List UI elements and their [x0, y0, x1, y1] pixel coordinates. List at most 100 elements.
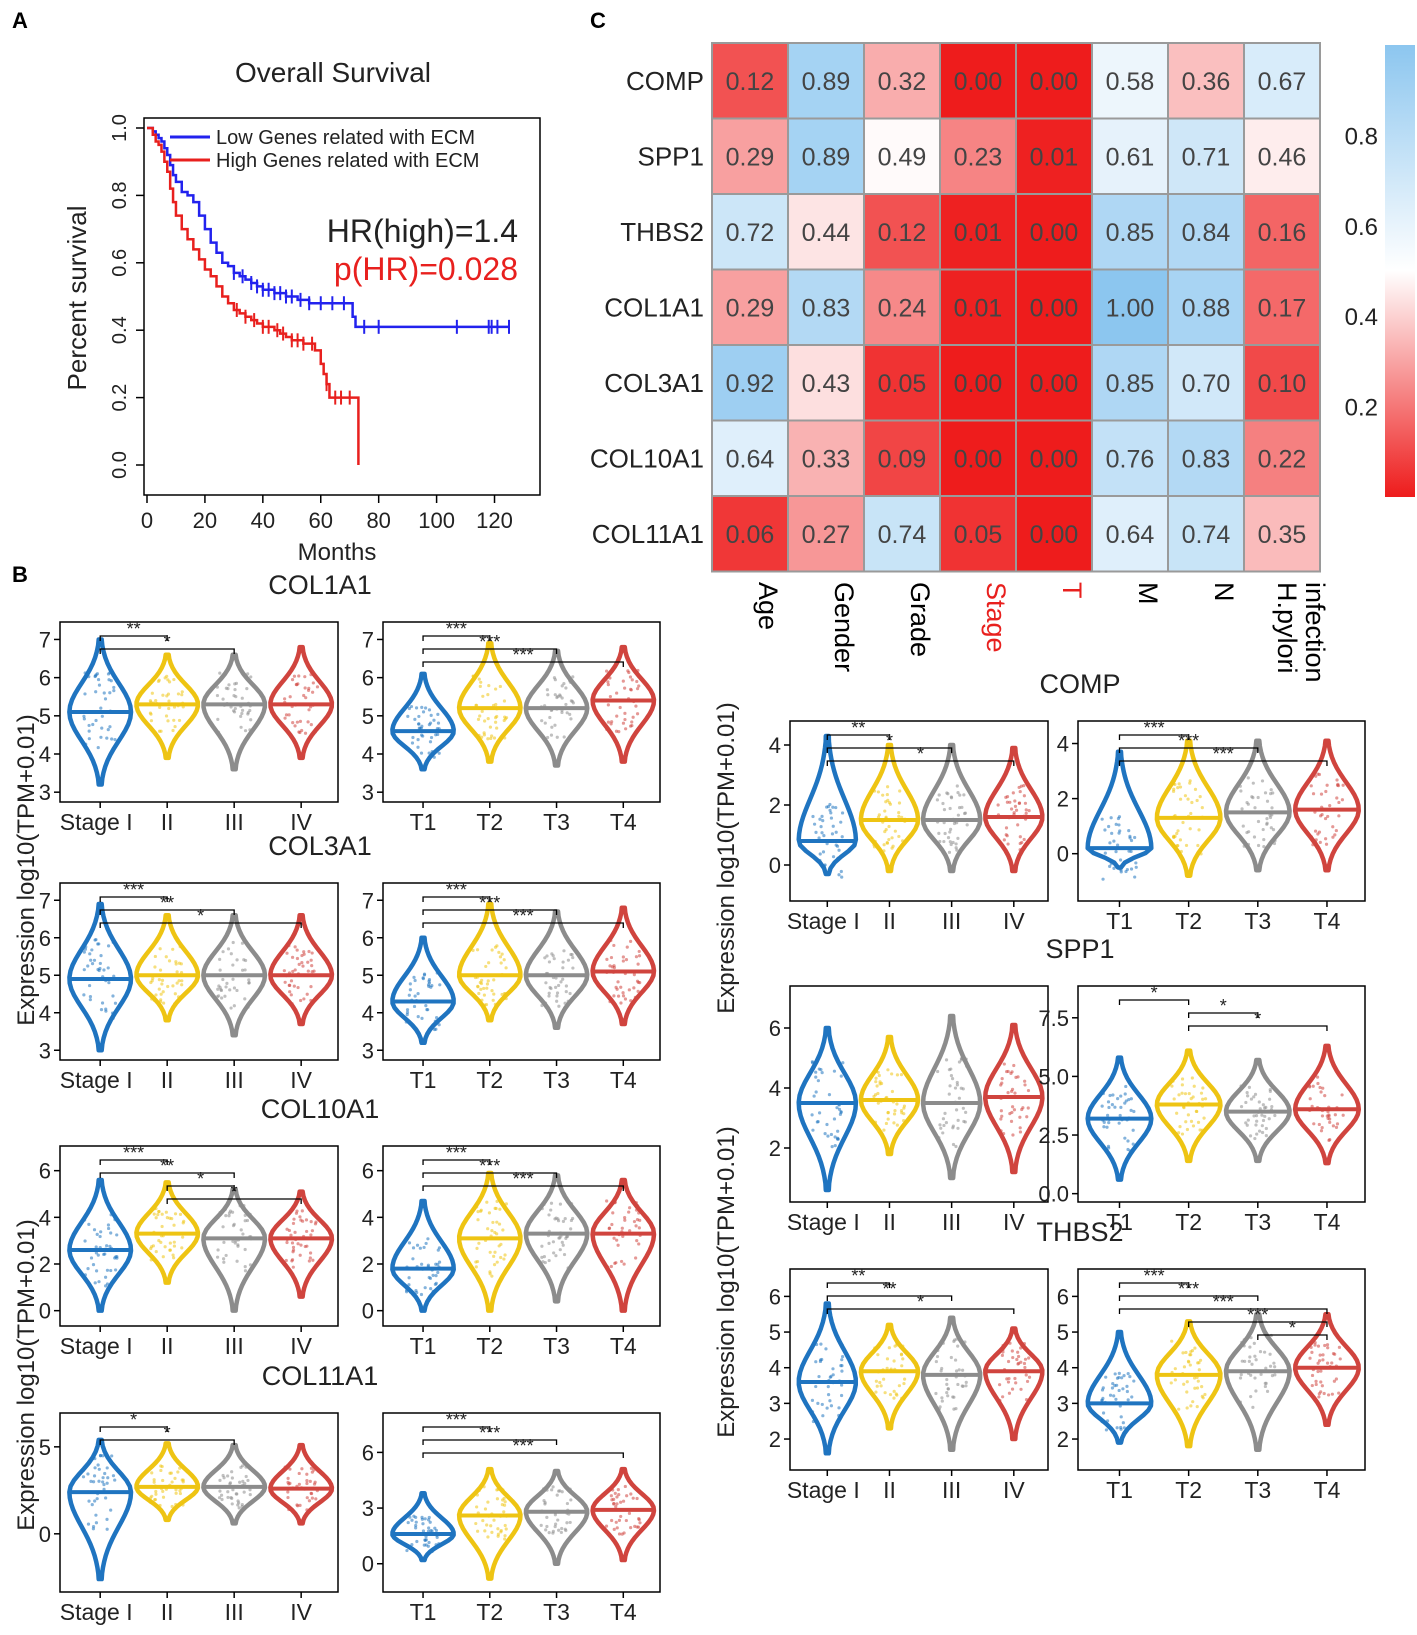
- violin-point: [161, 1489, 165, 1493]
- y-tick-label: 4: [769, 733, 781, 758]
- violin-point: [637, 949, 641, 954]
- violin-point: [175, 981, 179, 985]
- violin-point: [1203, 1392, 1207, 1397]
- violin-point: [1273, 1113, 1277, 1118]
- violin-point: [903, 1377, 907, 1381]
- violin-point: [216, 987, 220, 991]
- violin-point: [1238, 1376, 1243, 1380]
- violin-point: [819, 824, 823, 829]
- violin-point: [429, 1287, 433, 1291]
- violin-point: [163, 1245, 167, 1249]
- y-tick-label: 0.0: [1038, 1182, 1069, 1207]
- violin-point: [1197, 1361, 1201, 1365]
- violin-point: [637, 1517, 641, 1521]
- violin-point: [490, 1229, 494, 1233]
- heatmap-cell: [1167, 344, 1245, 422]
- violin-point: [631, 715, 635, 719]
- heatmap-cell-value: 0.49: [878, 143, 927, 171]
- heatmap-cell-value: 0.05: [878, 370, 927, 398]
- y-tick-label: 0: [39, 1522, 51, 1547]
- violin-point: [937, 793, 941, 797]
- violin-gene-title: COMP: [1040, 669, 1121, 699]
- violin-point: [964, 1380, 968, 1385]
- violin-point: [1176, 786, 1180, 790]
- heatmap-cell-value: 0.44: [802, 219, 851, 247]
- violin-point: [547, 1531, 551, 1535]
- violin-point: [149, 1246, 153, 1251]
- violin-point: [87, 737, 91, 741]
- violin-point: [99, 1230, 103, 1234]
- violin-point: [284, 1258, 288, 1263]
- x-tick-label: T2: [1175, 1477, 1202, 1503]
- violin-point: [1192, 1376, 1197, 1380]
- heatmap-cell-value: 0.89: [802, 143, 851, 171]
- violin-point: [416, 738, 420, 742]
- violin-point: [619, 1514, 623, 1519]
- violin-point: [831, 824, 835, 828]
- violin-point: [1254, 1123, 1258, 1127]
- significance-label: ***: [1144, 718, 1165, 738]
- significance-bracket: [826, 747, 953, 753]
- violin-point: [564, 702, 568, 707]
- violin-point: [1256, 843, 1261, 848]
- violin-point: [833, 1135, 837, 1139]
- violin-shape: [796, 1025, 859, 1193]
- violin-point: [104, 1275, 108, 1279]
- violin-point: [172, 1240, 176, 1244]
- violin-point: [101, 1454, 105, 1458]
- violin-point: [96, 1463, 100, 1467]
- violin-point: [294, 1211, 299, 1215]
- violin-point: [891, 844, 895, 848]
- violin-point: [282, 969, 286, 973]
- violin-point: [289, 979, 294, 983]
- violin-point: [427, 984, 431, 989]
- violin-point: [559, 980, 563, 984]
- violin-point: [1330, 1392, 1334, 1396]
- violin-point: [892, 1121, 896, 1125]
- violin-point: [956, 1118, 960, 1122]
- violin-point: [571, 701, 575, 705]
- violin-point: [1240, 1359, 1244, 1363]
- violin-gene-title: COL3A1: [268, 831, 372, 861]
- violin-point: [89, 1256, 94, 1260]
- violin-point: [568, 991, 572, 996]
- x-tick-label: II: [161, 1067, 174, 1093]
- violin-shape: [134, 1441, 201, 1523]
- significance-label: *: [130, 1410, 137, 1430]
- violin-point: [892, 1396, 896, 1400]
- violin-point: [157, 1209, 161, 1214]
- violin-point: [965, 823, 969, 827]
- violin-point: [614, 1504, 618, 1509]
- violin-point: [1128, 1374, 1132, 1379]
- violin-point: [553, 1513, 557, 1517]
- violin-point: [630, 678, 634, 682]
- violin-point: [475, 1259, 480, 1264]
- violin-point: [295, 956, 300, 961]
- x-tick-label: III: [225, 809, 244, 835]
- p-value-text: p(HR)=0.028: [334, 251, 518, 287]
- violin-point: [1011, 1355, 1015, 1360]
- violin-point: [159, 1468, 163, 1473]
- x-tick-label: T3: [543, 1333, 570, 1359]
- violin-point: [612, 943, 616, 948]
- violin-point: [612, 1502, 616, 1506]
- violin-point: [420, 1016, 424, 1020]
- violin-point: [239, 714, 243, 719]
- violin-point: [94, 1521, 99, 1525]
- x-tick-label: T4: [610, 1599, 637, 1625]
- y-tick-label: 2: [1057, 787, 1069, 812]
- violin-point: [159, 992, 163, 996]
- violin-point: [947, 850, 952, 854]
- violin-point: [81, 1475, 86, 1479]
- significance-label: **: [851, 1266, 865, 1286]
- violin-point: [240, 711, 244, 716]
- x-tick-label: III: [225, 1067, 244, 1093]
- violin-point: [874, 1390, 878, 1394]
- violin-point: [1248, 1355, 1252, 1359]
- violin-point: [425, 1008, 429, 1012]
- y-tick-label: 5: [39, 963, 51, 988]
- violin-point: [893, 829, 897, 833]
- significance-label: *: [1289, 1318, 1296, 1338]
- violin-point: [1195, 1386, 1200, 1390]
- violin-point: [1323, 1094, 1327, 1098]
